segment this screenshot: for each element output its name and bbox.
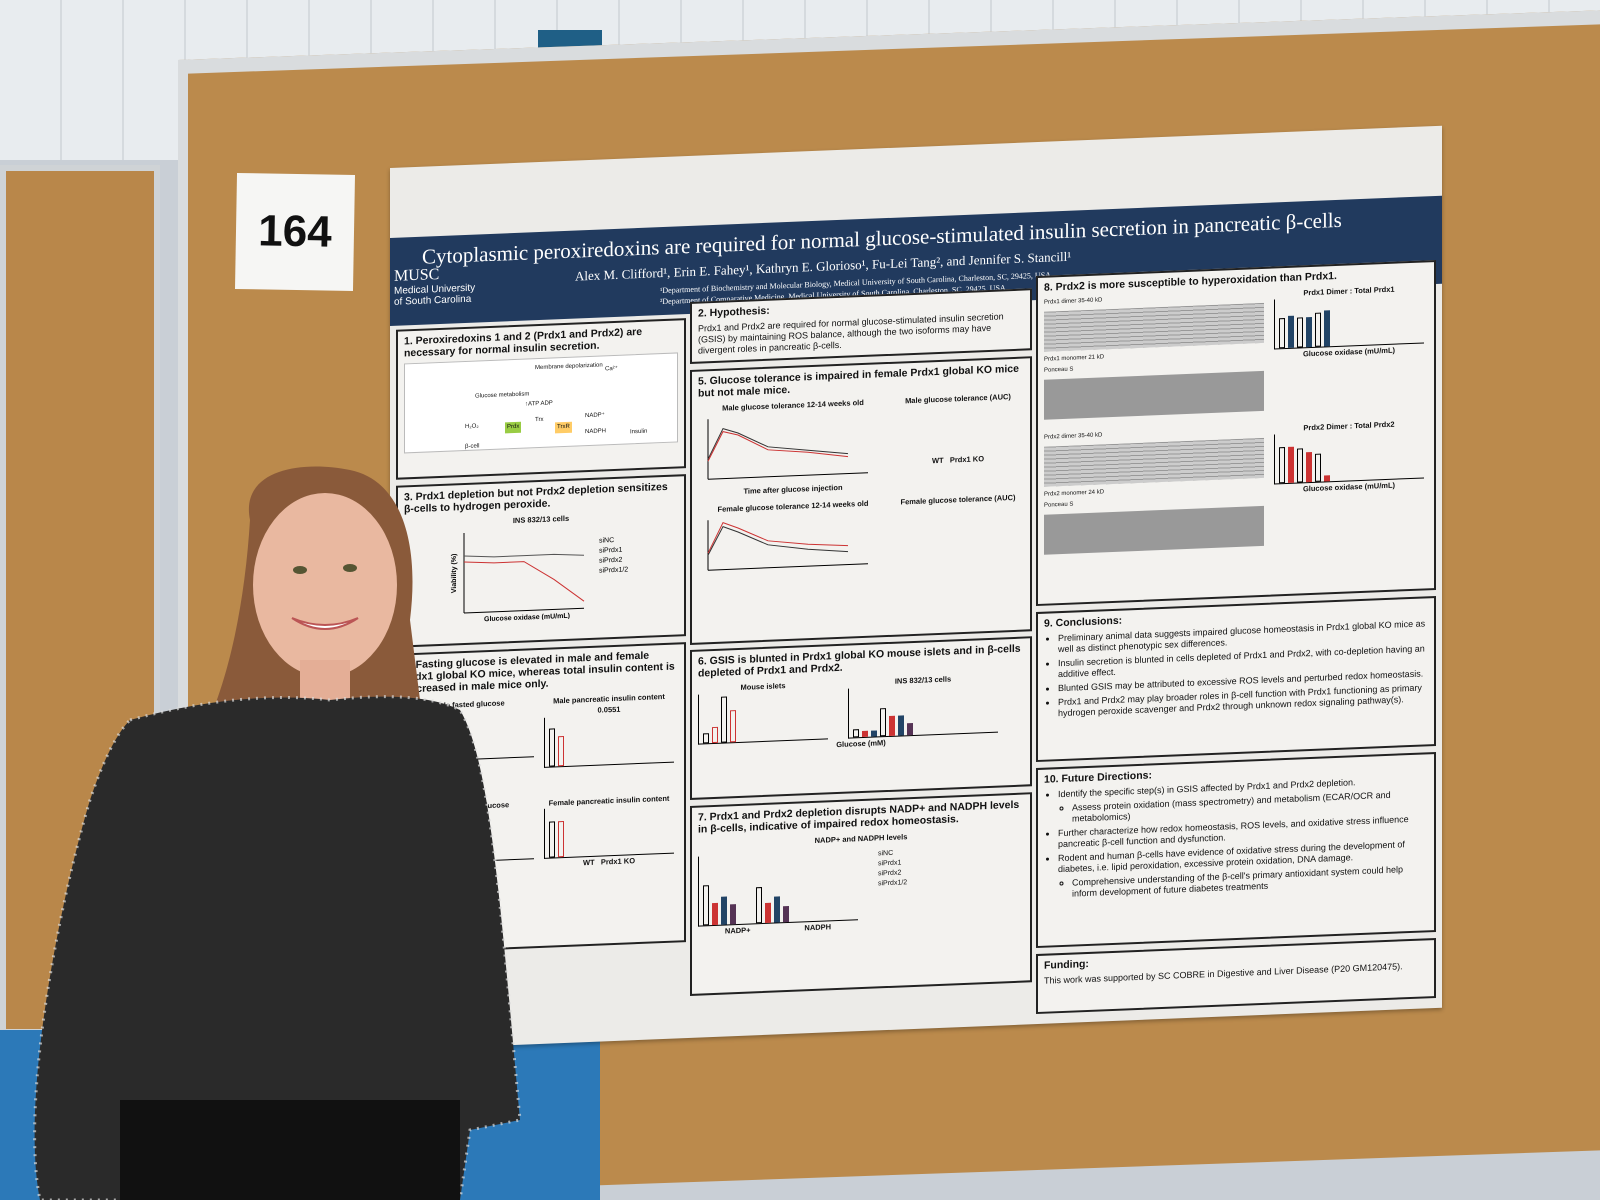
person xyxy=(33,466,522,1200)
svg-text:siNC: siNC xyxy=(599,537,614,545)
svg-text:siPrdx2: siPrdx2 xyxy=(599,557,622,565)
panel-7: 7. Prdx1 and Prdx2 depletion disrupts NA… xyxy=(690,792,1032,996)
panel-2: 2. Hypothesis: Prdx1 and Prdx2 are requi… xyxy=(690,288,1032,364)
panel-9-conclusions: 9. Conclusions: Preliminary animal data … xyxy=(1036,595,1436,763)
svg-text:Glucose oxidase (mU/mL): Glucose oxidase (mU/mL) xyxy=(484,613,570,623)
western-blot xyxy=(1044,302,1264,352)
svg-text:siPrdx1/2: siPrdx1/2 xyxy=(599,566,628,574)
panel-funding: Funding: This work was supported by SC C… xyxy=(1036,937,1436,1015)
panel-8: 8. Prdx2 is more susceptible to hyperoxi… xyxy=(1036,259,1436,607)
poster: MUSC Medical University of South Carolina … xyxy=(390,125,1442,1050)
viability-line-chart: Viability (%) siNC siPrdx1 siPrdx2 siPrd… xyxy=(451,533,628,623)
pants xyxy=(120,1100,460,1200)
panel-3: 3. Prdx1 depletion but not Prdx2 depleti… xyxy=(396,474,686,648)
smile xyxy=(291,617,359,630)
blouse xyxy=(34,696,521,1200)
panel-6: 6. GSIS is blunted in Prdx1 global KO mo… xyxy=(690,636,1032,800)
panel-10-future-directions: 10. Future Directions: Identify the spec… xyxy=(1036,751,1436,949)
viability-y-axis-label: Viability (%) xyxy=(451,554,458,594)
svg-text:siPrdx1: siPrdx1 xyxy=(599,547,622,555)
face xyxy=(253,493,397,677)
panel-5: 5. Glucose tolerance is impaired in fema… xyxy=(690,356,1032,645)
